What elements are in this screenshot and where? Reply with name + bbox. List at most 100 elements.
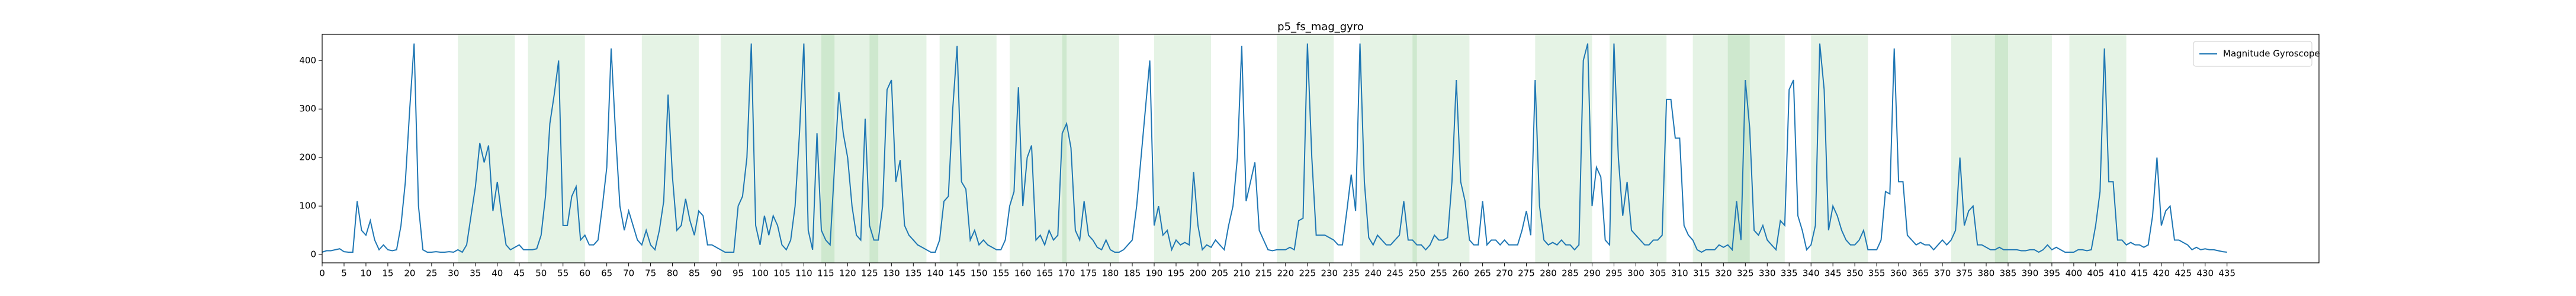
x-tick-label: 110: [795, 268, 812, 279]
x-tick-label: 0: [319, 268, 325, 279]
x-tick-label: 155: [993, 268, 1010, 279]
x-tick-label: 425: [2174, 268, 2192, 279]
x-tick-label: 330: [1759, 268, 1776, 279]
x-tick-label: 375: [1956, 268, 1973, 279]
x-tick-label: 150: [971, 268, 988, 279]
x-tick-label: 430: [2196, 268, 2214, 279]
x-tick-label: 225: [1299, 268, 1316, 279]
shaded-span: [2069, 34, 2127, 263]
x-tick-label: 395: [2044, 268, 2061, 279]
x-tick-label: 185: [1124, 268, 1141, 279]
x-tick-label: 340: [1803, 268, 1820, 279]
x-tick-label: 360: [1890, 268, 1907, 279]
x-tick-label: 300: [1627, 268, 1644, 279]
x-tick-label: 60: [579, 268, 590, 279]
x-tick-label: 350: [1846, 268, 1864, 279]
legend-box: [2193, 41, 2312, 67]
x-tick-label: 290: [1583, 268, 1601, 279]
x-tick-label: 295: [1605, 268, 1623, 279]
x-tick-label: 355: [1868, 268, 1886, 279]
shaded-span: [1009, 34, 1067, 263]
x-tick-label: 105: [773, 268, 791, 279]
x-tick-label: 190: [1146, 268, 1163, 279]
x-tick-label: 235: [1342, 268, 1360, 279]
x-tick-label: 30: [448, 268, 459, 279]
x-tick-label: 345: [1825, 268, 1842, 279]
x-tick-label: 220: [1277, 268, 1295, 279]
x-tick-label: 210: [1234, 268, 1251, 279]
shaded-span: [1610, 34, 1667, 263]
x-tick-label: 390: [2022, 268, 2039, 279]
x-tick-label: 115: [817, 268, 834, 279]
x-tick-label: 40: [492, 268, 503, 279]
shaded-span: [1154, 34, 1212, 263]
x-tick-label: 50: [535, 268, 547, 279]
shaded-span: [1727, 34, 1785, 263]
x-tick-label: 435: [2218, 268, 2235, 279]
x-tick-label: 240: [1364, 268, 1382, 279]
shaded-span: [1692, 34, 1750, 263]
x-tick-label: 410: [2109, 268, 2127, 279]
shaded-span: [1360, 34, 1417, 263]
y-tick-label: 400: [299, 55, 316, 66]
x-tick-label: 175: [1080, 268, 1097, 279]
x-tick-label: 215: [1255, 268, 1273, 279]
shaded-span: [458, 34, 515, 263]
x-tick-label: 135: [905, 268, 922, 279]
x-tick-label: 270: [1496, 268, 1513, 279]
x-tick-label: 120: [839, 268, 856, 279]
x-tick-label: 100: [751, 268, 769, 279]
x-tick-label: 10: [360, 268, 371, 279]
x-tick-label: 160: [1014, 268, 1032, 279]
x-tick-label: 260: [1452, 268, 1469, 279]
legend-label: Magnitude Gyroscope: [2223, 49, 2320, 59]
x-tick-label: 130: [883, 268, 900, 279]
x-tick-label: 90: [711, 268, 722, 279]
shaded-span: [528, 34, 585, 263]
x-tick-label: 370: [1934, 268, 1951, 279]
x-tick-label: 200: [1190, 268, 1207, 279]
x-tick-label: 385: [2000, 268, 2017, 279]
x-tick-label: 405: [2087, 268, 2105, 279]
y-tick-label: 0: [310, 249, 316, 260]
x-tick-label: 65: [601, 268, 612, 279]
x-tick-label: 180: [1102, 268, 1119, 279]
y-tick-label: 100: [299, 201, 316, 211]
x-tick-label: 305: [1649, 268, 1666, 279]
x-tick-label: 125: [861, 268, 878, 279]
shaded-span: [1951, 34, 2008, 263]
x-tick-label: 25: [426, 268, 437, 279]
x-tick-label: 165: [1036, 268, 1053, 279]
shaded-span: [1412, 34, 1470, 263]
x-tick-label: 315: [1693, 268, 1710, 279]
shaded-span: [869, 34, 927, 263]
x-tick-label: 415: [2131, 268, 2148, 279]
x-tick-label: 230: [1321, 268, 1338, 279]
x-tick-label: 195: [1168, 268, 1185, 279]
x-tick-label: 255: [1430, 268, 1447, 279]
x-tick-label: 80: [667, 268, 678, 279]
shaded-span: [939, 34, 997, 263]
x-tick-label: 400: [2066, 268, 2083, 279]
data-line: [322, 43, 2227, 253]
x-tick-label: 280: [1540, 268, 1557, 279]
x-tick-label: 95: [733, 268, 744, 279]
chart-title: p5_fs_mag_gyro: [1277, 21, 1364, 33]
x-tick-label: 275: [1518, 268, 1535, 279]
x-tick-label: 20: [404, 268, 415, 279]
x-tick-label: 55: [557, 268, 568, 279]
x-tick-label: 380: [1978, 268, 1995, 279]
x-tick-label: 310: [1671, 268, 1688, 279]
shaded-span: [720, 34, 778, 263]
x-tick-label: 245: [1386, 268, 1403, 279]
x-tick-label: 145: [949, 268, 966, 279]
x-tick-label: 15: [382, 268, 393, 279]
x-tick-label: 75: [645, 268, 656, 279]
x-tick-label: 140: [927, 268, 944, 279]
shaded-span: [641, 34, 699, 263]
x-tick-label: 250: [1408, 268, 1425, 279]
x-tick-label: 265: [1474, 268, 1491, 279]
x-tick-label: 365: [1912, 268, 1929, 279]
y-tick-label: 200: [299, 152, 316, 163]
y-tick-label: 300: [299, 104, 316, 114]
